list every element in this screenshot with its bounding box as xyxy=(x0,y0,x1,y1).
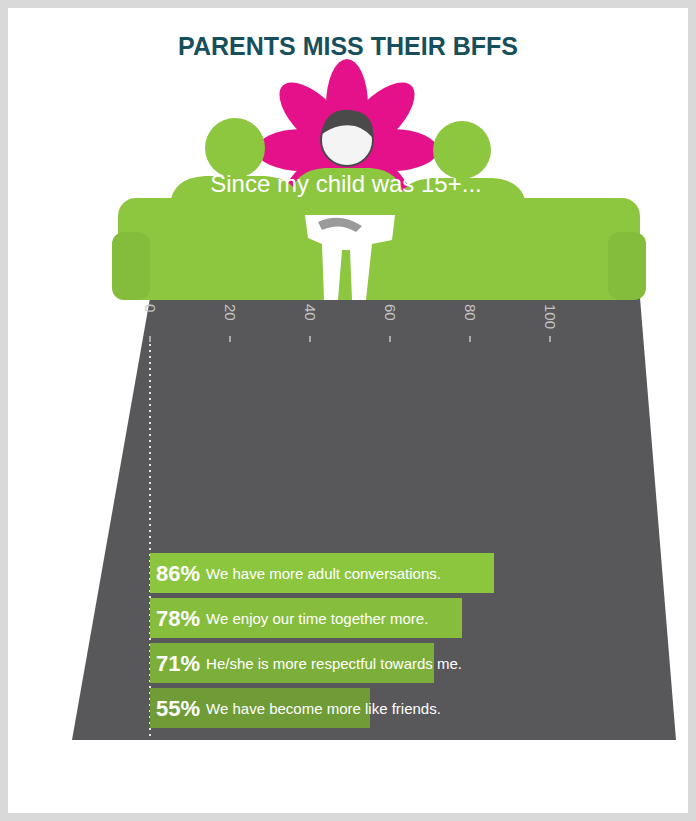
tick-mark xyxy=(309,336,311,342)
tick-label: 0 xyxy=(142,304,159,312)
tick-label: 100 xyxy=(542,304,559,329)
panel xyxy=(8,8,688,813)
tick-label: 60 xyxy=(382,304,399,321)
subtitle: Since my child was 15+... xyxy=(210,170,481,197)
data-label: 86% xyxy=(156,561,200,586)
tick-mark xyxy=(389,336,391,342)
couch-arm xyxy=(608,232,646,300)
bars xyxy=(150,553,494,728)
chart-svg: PARENTS MISS THEIR BFFS Since my child wa… xyxy=(0,0,696,821)
frame xyxy=(0,0,696,821)
teen-legs xyxy=(305,215,395,300)
figure-head xyxy=(205,118,265,178)
category-label: He/she is more respectful towards me. xyxy=(206,655,462,672)
teen-hair xyxy=(321,110,373,138)
couch xyxy=(118,198,640,300)
tick-mark xyxy=(549,336,551,342)
chart-container: PARENTS MISS THEIR BFFS Since my child wa… xyxy=(0,0,696,821)
tick-label: 40 xyxy=(302,304,319,321)
couch-arm xyxy=(112,232,150,300)
category-label: We have more adult conversations. xyxy=(206,565,441,582)
data-label: 55% xyxy=(156,696,200,721)
data-label: 78% xyxy=(156,606,200,631)
tick-mark xyxy=(149,336,151,342)
tick-mark xyxy=(229,336,231,342)
title: PARENTS MISS THEIR BFFS xyxy=(178,32,518,60)
tick-label: 80 xyxy=(462,304,479,321)
category-label: We have become more like friends. xyxy=(206,700,441,717)
tick-label: 20 xyxy=(222,304,239,321)
illustration xyxy=(112,59,646,300)
data-label: 71% xyxy=(156,651,200,676)
teen-hands xyxy=(318,218,362,232)
tick-mark xyxy=(469,336,471,342)
bar xyxy=(150,553,494,593)
floor xyxy=(72,298,676,740)
bar-labels: 86% We have more adult conversations. 78% W… xyxy=(156,561,462,721)
x-axis: 0 20 40 60 80 100 xyxy=(142,304,559,740)
bar xyxy=(150,598,462,638)
category-label: We enjoy our time together more. xyxy=(206,610,428,627)
